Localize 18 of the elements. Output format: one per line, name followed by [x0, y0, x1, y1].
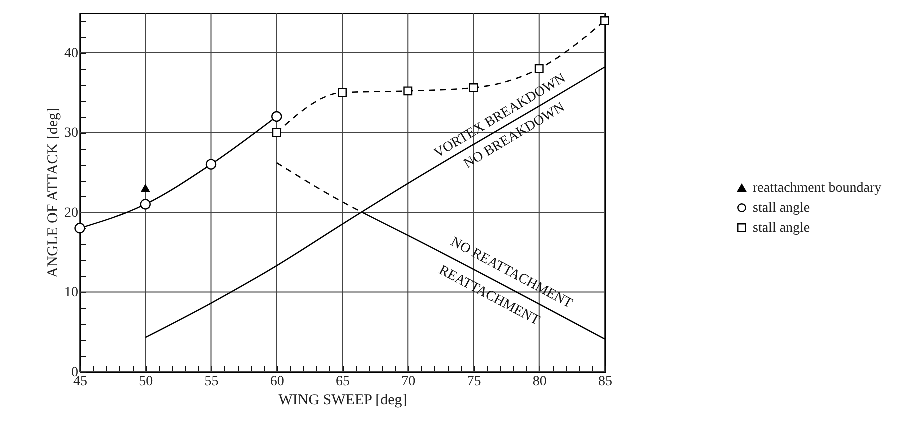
- legend-label: stall angle: [753, 221, 810, 236]
- x-tick-label: 50: [139, 374, 154, 390]
- y-tick-label: 20: [64, 206, 78, 221]
- y-tick-label: 40: [64, 46, 78, 62]
- legend-label: reattachment boundary: [753, 181, 882, 196]
- y-tick-label: 30: [64, 126, 78, 142]
- x-tick-label: 65: [336, 374, 350, 390]
- y-tick-label: 10: [64, 286, 78, 301]
- x-tick-label: 80: [532, 374, 547, 390]
- x-tick-label: 70: [402, 374, 416, 390]
- x-tick-label: 45: [74, 374, 88, 390]
- x-tick-label: 85: [598, 374, 612, 390]
- legend-label: stall angle: [753, 201, 810, 216]
- y-axis-title: ANGLE OF ATTACK [deg]: [46, 108, 62, 278]
- x-axis-title: WING SWEEP [deg]: [278, 392, 408, 408]
- x-tick-label: 75: [467, 374, 482, 390]
- x-tick-label: 60: [270, 374, 284, 390]
- x-tick-label: 55: [204, 374, 219, 390]
